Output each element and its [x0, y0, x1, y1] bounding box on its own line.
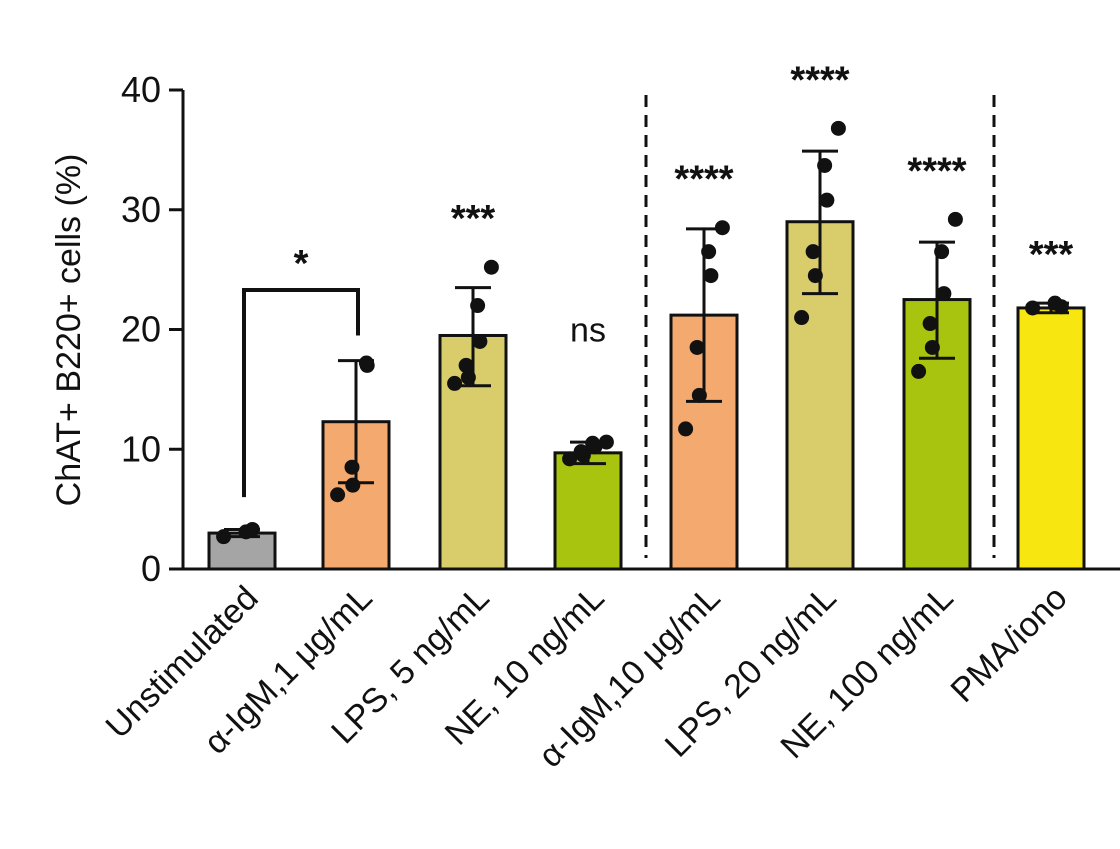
- data-point: [585, 435, 601, 451]
- y-tick-label: 0: [141, 548, 161, 589]
- data-point: [345, 477, 361, 493]
- x-category-label: PMA/iono: [944, 579, 1075, 710]
- data-point: [819, 192, 835, 208]
- data-point: [483, 259, 499, 275]
- data-point: [830, 120, 846, 136]
- data-point: [216, 529, 232, 545]
- data-point: [358, 355, 374, 371]
- data-point: [701, 244, 717, 260]
- bar: [553, 451, 623, 571]
- data-point: [244, 521, 260, 537]
- y-axis-label: ChAT+ B220+ cells (%): [50, 154, 88, 507]
- significance-label: ns: [570, 312, 606, 350]
- data-point: [934, 244, 950, 260]
- data-point: [344, 459, 360, 475]
- data-point: [936, 286, 952, 302]
- significance-label: ****: [907, 150, 966, 192]
- data-point: [922, 316, 938, 332]
- data-point: [470, 298, 486, 314]
- significance-label: ***: [1029, 234, 1074, 276]
- data-point: [472, 333, 488, 349]
- data-point: [1053, 299, 1069, 315]
- data-point: [458, 357, 474, 373]
- data-point: [703, 268, 719, 284]
- comparison-bracket-label: *: [294, 243, 309, 285]
- significance-label: ***: [451, 198, 496, 240]
- data-point: [817, 157, 833, 173]
- data-point: [598, 434, 614, 450]
- y-tick-label: 20: [121, 309, 161, 350]
- significance-annotations: ***ns****************: [242, 59, 1074, 498]
- data-point: [460, 369, 476, 385]
- comparison-bracket: [242, 287, 360, 498]
- y-tick-label: 40: [121, 69, 161, 110]
- data-point: [911, 363, 927, 379]
- data-point: [924, 339, 940, 355]
- data-point: [689, 339, 705, 355]
- significance-label: ****: [790, 59, 849, 101]
- y-tick-label: 10: [121, 428, 161, 469]
- bar: [1016, 306, 1086, 571]
- data-point: [1025, 300, 1041, 316]
- data-point: [573, 444, 589, 460]
- data-point: [807, 268, 823, 284]
- data-point: [794, 310, 810, 326]
- data-point: [562, 451, 578, 467]
- data-point: [947, 211, 963, 227]
- significance-label: ****: [674, 159, 733, 201]
- data-point: [678, 421, 694, 437]
- data-point: [447, 375, 463, 391]
- data-point: [714, 220, 730, 236]
- data-point: [691, 387, 707, 403]
- y-tick-label: 30: [121, 189, 161, 230]
- data-point: [805, 244, 821, 260]
- data-point: [330, 487, 346, 503]
- dividers: [644, 95, 996, 558]
- data-points: [216, 120, 1069, 545]
